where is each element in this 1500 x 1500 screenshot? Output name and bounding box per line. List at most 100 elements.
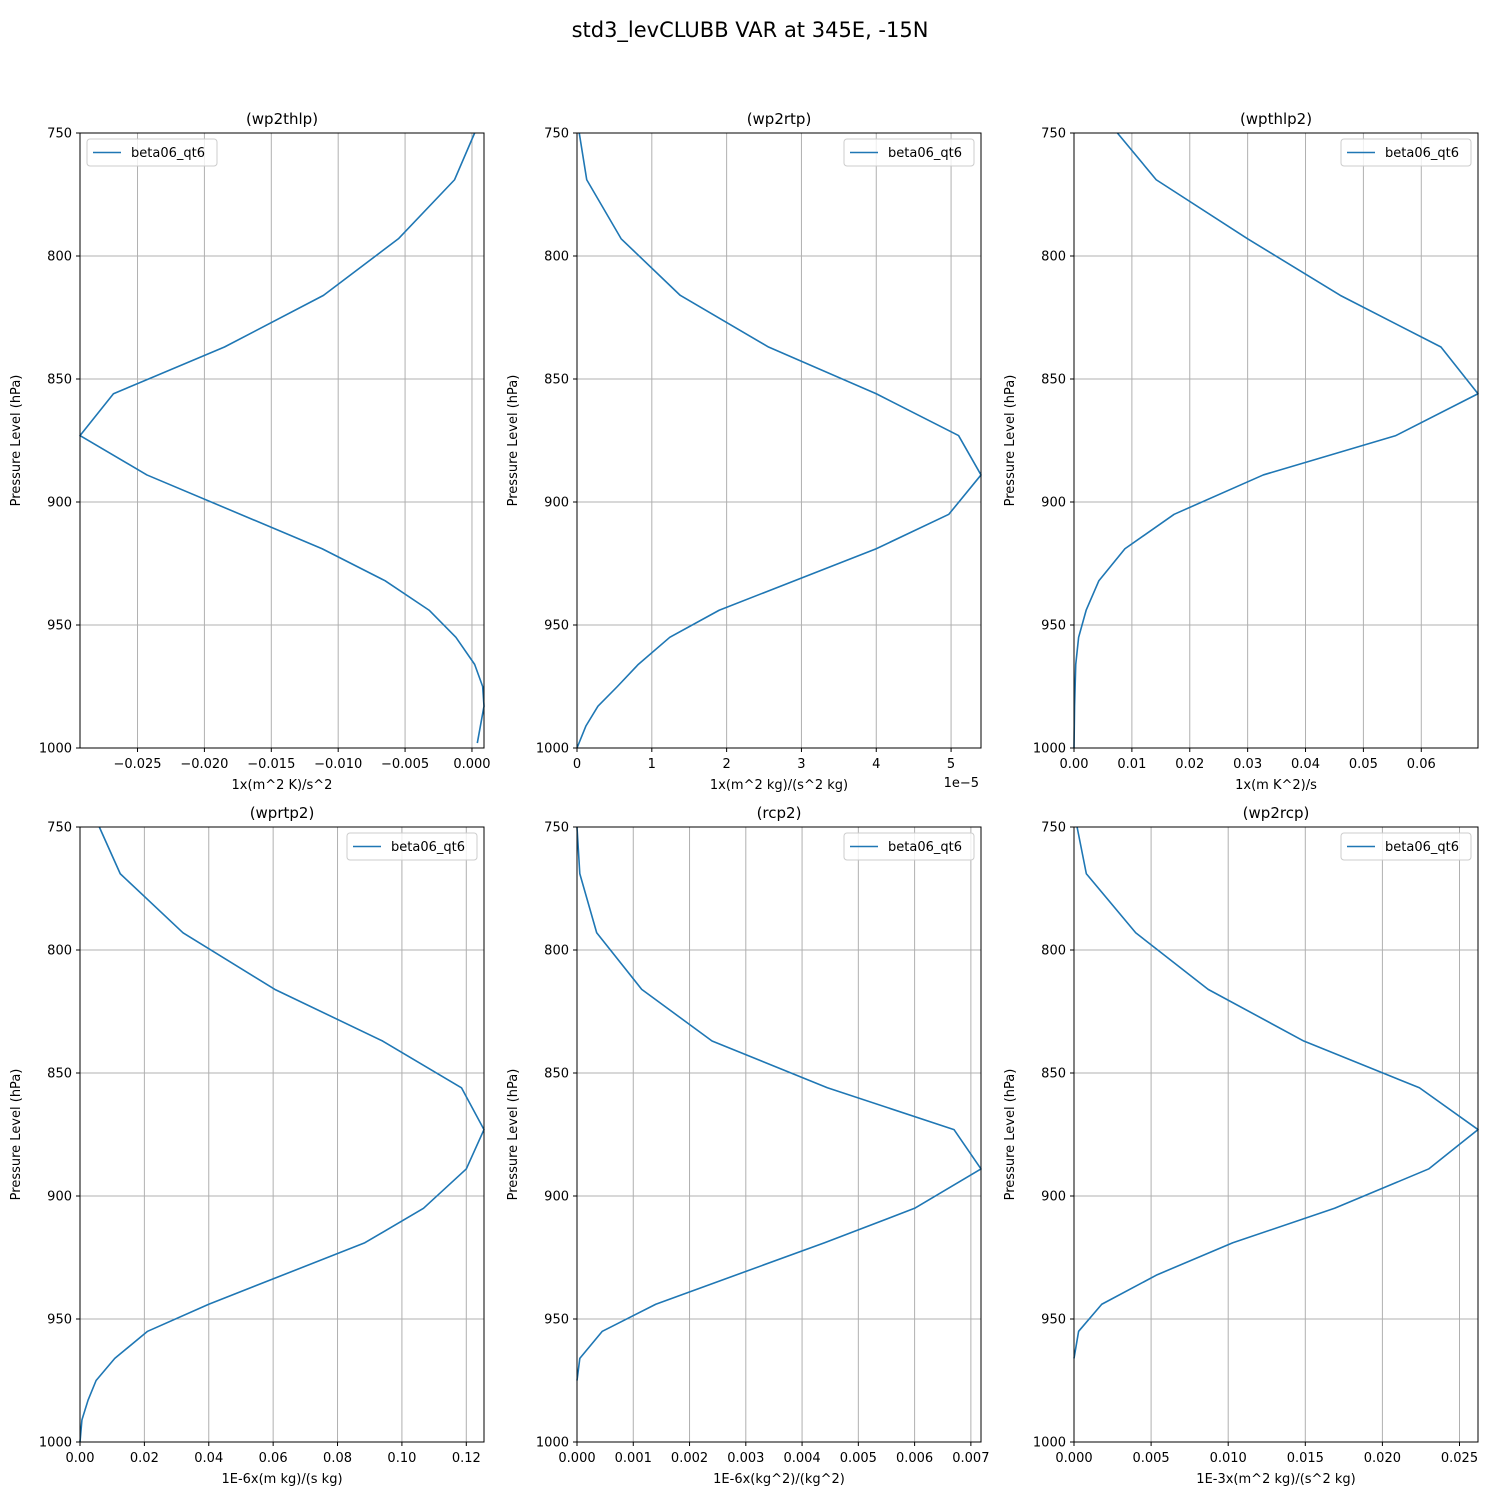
y-tick-label: 900 — [1041, 1190, 1066, 1205]
x-tick-label: 0.00 — [1060, 757, 1089, 772]
x-tick-label: 0.015 — [1287, 1451, 1324, 1466]
x-tick-label: −0.025 — [113, 757, 161, 772]
y-tick-label: 900 — [47, 496, 72, 511]
panel-title: (rcp2) — [757, 804, 802, 822]
x-tick-label: 0.005 — [1132, 1451, 1169, 1466]
legend-entry-label: beta06_qt6 — [1385, 840, 1459, 855]
legend-entry-label: beta06_qt6 — [888, 840, 962, 855]
x-tick-label: 0.00 — [66, 1451, 95, 1466]
y-tick-label: 950 — [47, 1313, 72, 1328]
y-tick-label: 950 — [1041, 619, 1066, 634]
panel-title: (wprtp2) — [250, 804, 315, 822]
x-tick-label: 0.02 — [130, 1451, 159, 1466]
panel-title: (wp2rtp) — [747, 110, 812, 128]
plot-frame — [576, 132, 982, 749]
x-tick-label: 4 — [872, 757, 880, 772]
y-tick-label: 850 — [1041, 373, 1066, 388]
y-tick-label: 800 — [47, 944, 72, 959]
panels-group: −0.025 −0.020 −0.015 −0.010 −0.005 0.00075080… — [9, 110, 1479, 1487]
y-tick-label: 1000 — [39, 742, 72, 757]
x-tick-label: 0.002 — [671, 1451, 708, 1466]
legend-entry-label: beta06_qt6 — [391, 840, 465, 855]
y-tick-label: 750 — [544, 821, 569, 836]
x-tick-label: 0 — [573, 757, 581, 772]
panel-4: 0.00 0.02 0.04 0.06 0.08 0.10 0.12 750 800 850 900… — [9, 804, 485, 1487]
y-tick-label: 1000 — [1033, 742, 1066, 757]
panel-6: 0.000 0.005 0.010 0.015 0.020 0.025 750 800 850 9… — [1003, 804, 1479, 1487]
y-tick-label: 1000 — [1033, 1436, 1066, 1451]
plot-frame — [576, 826, 982, 1443]
x-tick-label: 0.10 — [387, 1451, 416, 1466]
y-tick-label: 900 — [544, 496, 569, 511]
x-tick-label: −0.015 — [247, 757, 295, 772]
y-tick-label: 750 — [47, 821, 72, 836]
plot-frame — [79, 132, 485, 749]
x-tick-label: 0.000 — [453, 757, 490, 772]
x-tick-label: 0.01 — [1117, 757, 1146, 772]
panel-1: −0.025 −0.020 −0.015 −0.010 −0.005 0.000 750 80… — [9, 110, 491, 793]
x-tick-label: 0.007 — [952, 1451, 989, 1466]
y-tick-label: 750 — [47, 127, 72, 142]
legend-box — [86, 138, 218, 167]
y-axis-label: Pressure Level (hPa) — [506, 375, 521, 507]
x-tick-label: 0.08 — [323, 1451, 352, 1466]
y-axis-label: Pressure Level (hPa) — [506, 1069, 521, 1201]
y-tick-label: 950 — [47, 619, 72, 634]
panel-title: (wpthlp2) — [1240, 110, 1312, 128]
y-tick-label: 900 — [1041, 496, 1066, 511]
x-tick-label: −0.005 — [381, 757, 429, 772]
series-line-1 — [79, 826, 485, 1443]
y-axis-label: Pressure Level (hPa) — [9, 1069, 24, 1201]
x-tick-label: 0.04 — [194, 1451, 223, 1466]
legend-box — [1340, 832, 1472, 861]
x-tick-label: 3 — [797, 757, 805, 772]
series-line-1 — [79, 132, 485, 744]
panel-5: 0.000 0.001 0.002 0.003 0.004 0.005 0.006 0.007… — [506, 804, 989, 1487]
plot-frame — [1073, 826, 1479, 1443]
panel-title: (wp2rcp) — [1243, 804, 1310, 822]
panel-title: (wp2thlp) — [246, 110, 318, 128]
legend-box — [843, 832, 975, 861]
legend: beta06_qt6 — [86, 138, 218, 167]
legend: beta06_qt6 — [346, 832, 478, 861]
x-tick-label: 0.004 — [783, 1451, 820, 1466]
legend-entry-label: beta06_qt6 — [131, 146, 205, 161]
plot-frame — [1073, 132, 1479, 749]
y-tick-label: 1000 — [536, 742, 569, 757]
x-axis-label: 1x(m^2 kg)/(s^2 kg) — [710, 778, 848, 793]
series-line-1 — [1073, 826, 1479, 1359]
x-tick-label: −0.020 — [180, 757, 228, 772]
x-axis-label: 1E-3x(m^2 kg)/(s^2 kg) — [1196, 1472, 1355, 1487]
y-tick-label: 900 — [47, 1190, 72, 1205]
x-tick-label: 0.010 — [1210, 1451, 1247, 1466]
x-tick-label: 0.06 — [259, 1451, 288, 1466]
series-line-1 — [576, 132, 982, 749]
x-tick-label: 0.025 — [1441, 1451, 1478, 1466]
y-tick-label: 950 — [1041, 1313, 1066, 1328]
y-tick-label: 850 — [544, 373, 569, 388]
x-tick-label: 0.12 — [452, 1451, 481, 1466]
plot-frame — [79, 826, 485, 1443]
y-tick-label: 900 — [544, 1190, 569, 1205]
x-axis-label: 1E-6x(kg^2)/(kg^2) — [713, 1472, 845, 1487]
y-axis-label: Pressure Level (hPa) — [9, 375, 24, 507]
x-tick-label: 0.003 — [727, 1451, 764, 1466]
y-tick-label: 800 — [1041, 944, 1066, 959]
figure-title: std3_levCLUBB VAR at 345E, -15N — [572, 18, 929, 43]
y-tick-label: 950 — [544, 1313, 569, 1328]
x-tick-label: 0.006 — [896, 1451, 933, 1466]
x-offset-label: 1e−5 — [944, 776, 979, 791]
x-tick-label: 0.020 — [1364, 1451, 1401, 1466]
x-axis-label: 1E-6x(m kg)/(s kg) — [221, 1472, 342, 1487]
legend-box — [843, 138, 975, 167]
y-tick-label: 750 — [544, 127, 569, 142]
x-tick-label: 0.005 — [840, 1451, 877, 1466]
x-axis-label: 1x(m^2 K)/s^2 — [232, 778, 333, 793]
y-tick-label: 800 — [1041, 250, 1066, 265]
x-tick-label: 0.06 — [1407, 757, 1436, 772]
y-tick-label: 1000 — [536, 1436, 569, 1451]
panel-3: 0.00 0.01 0.02 0.03 0.04 0.05 0.06 750 800 850 900… — [1003, 110, 1479, 793]
series-line-1 — [1073, 132, 1479, 749]
